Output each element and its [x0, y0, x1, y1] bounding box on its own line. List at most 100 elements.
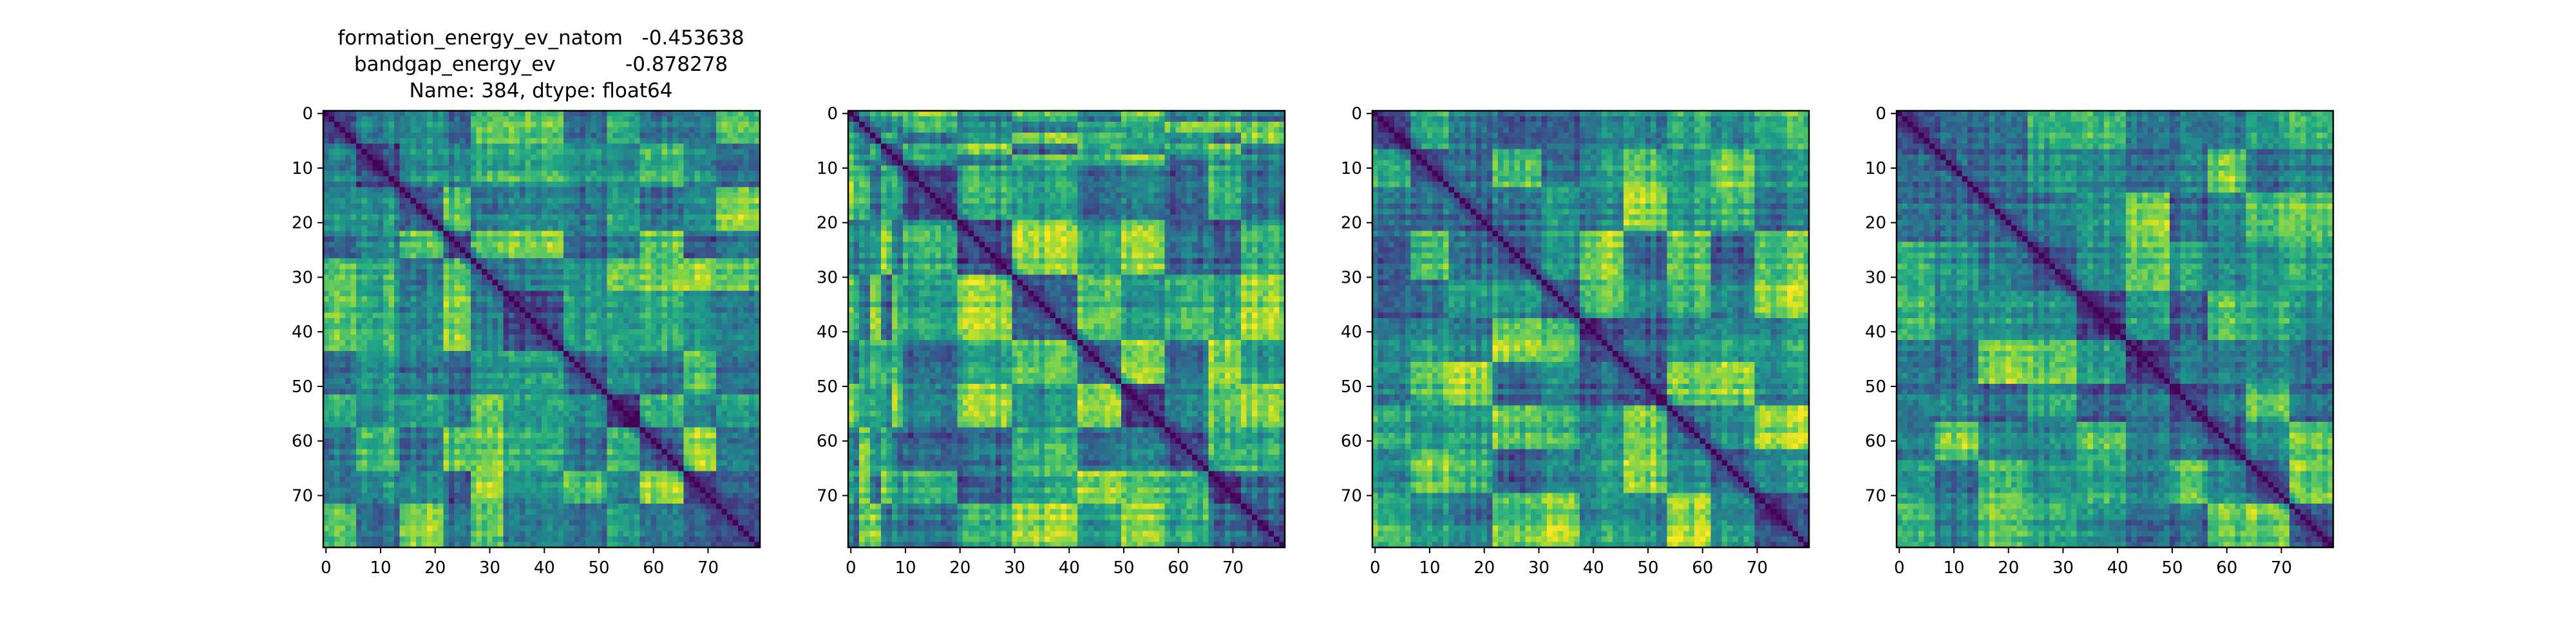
heatmap-cell — [504, 182, 509, 187]
heatmap-cell — [526, 334, 531, 340]
heatmap-cell — [449, 122, 455, 128]
heatmap-cell — [585, 439, 591, 444]
heatmap-cell — [733, 133, 739, 138]
heatmap-cell — [618, 269, 624, 275]
heatmap-cell — [520, 160, 526, 166]
heatmap-cell — [634, 258, 640, 264]
heatmap-cell — [667, 171, 673, 176]
heatmap-cell — [738, 356, 744, 362]
heatmap-cell — [727, 302, 733, 308]
heatmap-cell — [339, 329, 345, 335]
heatmap-cell — [526, 389, 531, 395]
heatmap-cell — [394, 428, 400, 433]
heatmap-cell — [493, 247, 498, 253]
heatmap-cell — [520, 258, 526, 264]
heatmap-cell — [672, 116, 678, 122]
heatmap-cell — [651, 111, 657, 117]
heatmap-cell — [744, 302, 750, 308]
heatmap-cell — [416, 116, 422, 122]
heatmap-cell — [372, 373, 378, 379]
heatmap-cell — [744, 280, 750, 286]
heatmap-cell — [487, 340, 493, 346]
heatmap-cell — [711, 280, 717, 286]
heatmap-cell — [372, 400, 378, 406]
heatmap-cell — [667, 334, 673, 340]
heatmap-cell — [700, 367, 706, 373]
heatmap-cell — [433, 329, 439, 335]
heatmap-cell — [465, 422, 471, 428]
heatmap-cell — [536, 166, 542, 171]
heatmap-cell — [634, 166, 640, 171]
heatmap-cell — [672, 439, 678, 444]
heatmap-cell — [454, 329, 460, 335]
title-line-2: bandgap_energy_ev -0.878278 — [354, 53, 728, 76]
heatmap-cell — [661, 345, 667, 351]
heatmap-cell — [656, 149, 662, 155]
heatmap-cell — [471, 291, 477, 297]
heatmap-cell — [504, 362, 509, 368]
heatmap-cell — [443, 291, 449, 297]
heatmap-cell — [651, 204, 657, 209]
heatmap-cell — [438, 373, 444, 379]
heatmap-cell — [618, 225, 624, 231]
heatmap-cell — [580, 334, 585, 340]
heatmap-cell — [460, 204, 466, 209]
heatmap-cell — [727, 384, 733, 390]
heatmap-cell — [449, 362, 455, 368]
heatmap-cell — [372, 209, 378, 215]
heatmap-cell — [601, 395, 607, 401]
heatmap-cell — [716, 356, 722, 362]
heatmap-cell — [433, 133, 439, 138]
heatmap-cell — [672, 160, 678, 166]
heatmap-cell — [389, 155, 395, 160]
heatmap-cell — [601, 406, 607, 412]
heatmap-cell — [411, 318, 417, 324]
heatmap-cell — [601, 225, 607, 231]
heatmap-cell — [596, 296, 602, 302]
heatmap-cell — [645, 269, 651, 275]
heatmap-cell — [416, 155, 422, 160]
heatmap-cell — [323, 225, 329, 231]
heatmap-cell — [564, 155, 569, 160]
heatmap-cell — [411, 231, 417, 236]
heatmap-cell — [504, 209, 509, 215]
heatmap-cell — [689, 378, 695, 384]
heatmap-cell — [711, 422, 717, 428]
heatmap-cell — [678, 373, 684, 379]
heatmap-cell — [460, 122, 466, 128]
heatmap-cell — [656, 198, 662, 204]
heatmap-cell — [722, 411, 728, 417]
heatmap-cell — [738, 329, 744, 335]
heatmap-cell — [328, 417, 334, 422]
heatmap-cell — [443, 193, 449, 198]
heatmap-cell — [443, 274, 449, 280]
heatmap-cell — [722, 122, 728, 128]
heatmap-cell — [661, 138, 667, 144]
heatmap-cell — [672, 280, 678, 286]
heatmap-cell — [689, 411, 695, 417]
heatmap-cell — [553, 155, 558, 160]
heatmap-cell — [482, 133, 488, 138]
heatmap-cell — [454, 400, 460, 406]
heatmap-cell — [345, 422, 351, 428]
heatmap-cell — [443, 307, 449, 313]
heatmap-cell — [542, 252, 547, 258]
heatmap-cell — [504, 417, 509, 422]
heatmap-cell — [651, 302, 657, 308]
heatmap-cell — [367, 400, 373, 406]
heatmap-cell — [460, 220, 466, 226]
heatmap-cell — [580, 433, 585, 439]
heatmap-cell — [482, 406, 488, 412]
heatmap-cell — [487, 428, 493, 433]
heatmap-cell — [618, 428, 624, 433]
heatmap-cell — [634, 329, 640, 335]
heatmap-cell — [722, 269, 728, 275]
heatmap-cell — [749, 133, 755, 138]
heatmap-cell — [438, 378, 444, 384]
heatmap-cell — [727, 176, 733, 182]
heatmap-cell — [656, 318, 662, 324]
heatmap-cell — [427, 127, 433, 133]
heatmap-cell — [564, 258, 569, 264]
heatmap-cell — [705, 193, 711, 198]
heatmap-cell — [645, 247, 651, 253]
